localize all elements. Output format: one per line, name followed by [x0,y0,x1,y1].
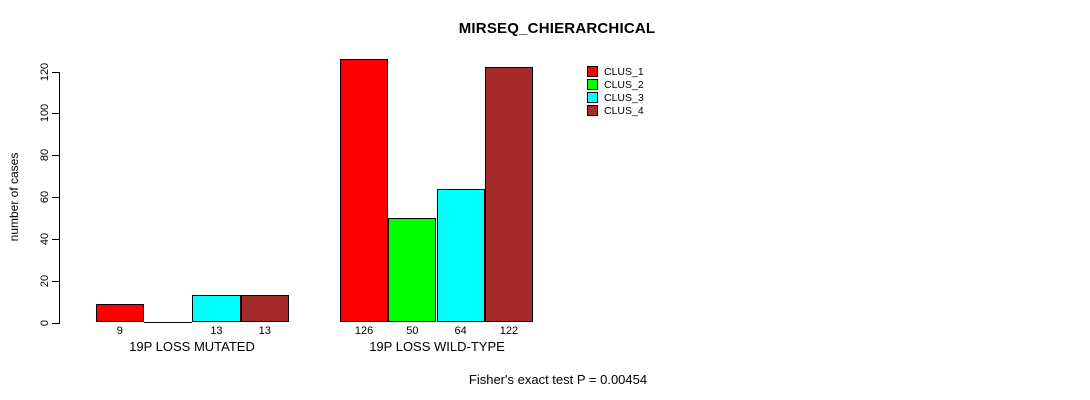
y-tick [52,280,59,282]
y-tick-label: 120 [39,62,51,81]
legend: CLUS_1 CLUS_2 CLUS_3 CLUS_4 [587,65,644,117]
legend-swatch-clus_4 [587,105,598,116]
bar-value-label: 50 [406,325,419,337]
legend-swatch-clus_1 [587,66,598,77]
legend-label: CLUS_1 [604,65,644,78]
bar-clus_3-group1 [192,295,241,323]
y-tick [52,197,59,198]
bar-clus_3-group2 [436,188,485,323]
bar-value-label: 9 [116,325,123,337]
bar-value-label: 13 [210,325,223,337]
bar-clus_2-group2 [388,217,437,323]
y-tick [52,322,59,324]
bar-clus_1-group1 [95,303,144,323]
y-tick-label: 60 [39,190,51,204]
legend-item-clus_3: CLUS_3 [587,91,644,104]
fisher-test-annotation: Fisher's exact test P = 0.00454 [468,372,648,387]
bar-clus_4-group1 [240,295,289,323]
legend-item-clus_4: CLUS_4 [587,104,644,117]
bar-clus_4-group2 [484,67,534,323]
chart-title: MIRSEQ_CHIERARCHICAL [458,20,656,37]
legend-label: CLUS_3 [604,91,644,104]
legend-label: CLUS_2 [604,78,644,91]
bar-clus_1-group2 [339,58,389,323]
bar-value-label: 64 [454,325,467,337]
bar-value-label: 122 [499,325,519,337]
bar-value-label: 13 [258,325,271,337]
y-axis [59,71,60,324]
y-tick-label: 0 [39,319,51,326]
y-tick [52,155,59,157]
y-tick [52,238,59,240]
y-axis-label: number of cases [7,152,21,242]
bar-value-label: 126 [354,325,374,337]
legend-swatch-clus_3 [587,92,598,103]
y-tick [52,113,59,115]
bar-clus_2-group1-zero [144,321,193,323]
y-tick-label: 20 [39,274,51,287]
legend-item-clus_2: CLUS_2 [587,78,644,91]
x-category-label-wild-type: 19P LOSS WILD-TYPE [369,339,505,354]
legend-item-clus_1: CLUS_1 [587,65,644,78]
y-tick-label: 80 [39,149,51,162]
x-category-label-mutated: 19P LOSS MUTATED [129,339,255,354]
legend-label: CLUS_4 [604,104,644,117]
legend-swatch-clus_2 [587,79,598,90]
y-tick [52,71,59,73]
y-tick-label: 100 [39,104,51,123]
y-tick-label: 40 [39,232,51,245]
